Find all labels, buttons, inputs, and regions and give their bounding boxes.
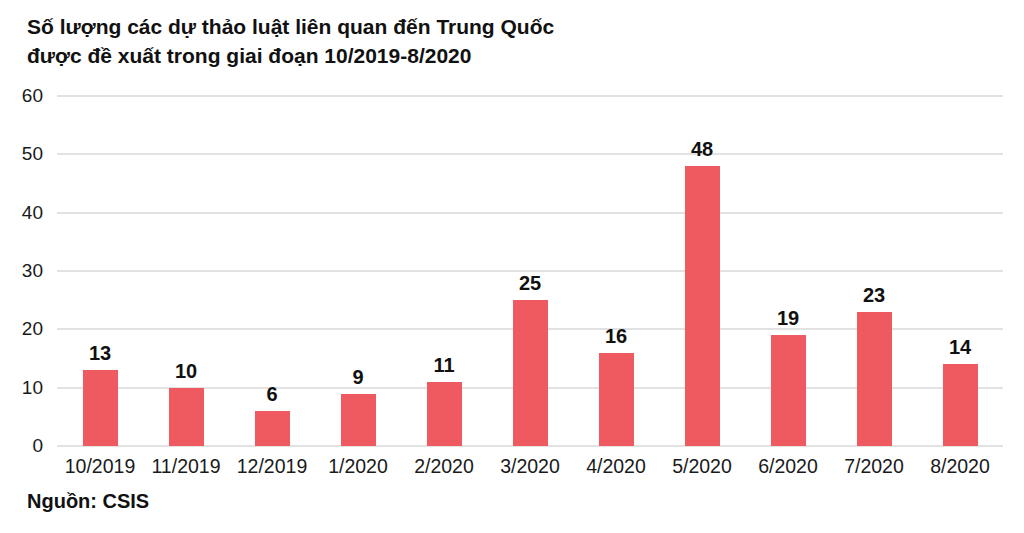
bar-column-10-2019: 1310/2019 — [57, 96, 143, 446]
bar-column-11-2019: 1011/2019 — [143, 96, 229, 446]
bar-value-label: 13 — [89, 342, 111, 365]
chart-title-line2: được đề xuất trong giai đoạn 10/2019-8/2… — [27, 41, 554, 70]
bar — [513, 300, 548, 446]
bar-column-8-2020: 148/2020 — [917, 96, 1003, 446]
bar — [83, 370, 118, 446]
bar — [169, 388, 204, 446]
bar-column-1-2020: 91/2020 — [315, 96, 401, 446]
bar-column-7-2020: 237/2020 — [831, 96, 917, 446]
bar-value-label: 25 — [519, 272, 541, 295]
bar-value-label: 16 — [605, 325, 627, 348]
bar — [599, 353, 634, 446]
bar-value-label: 19 — [777, 307, 799, 330]
bar-column-5-2020: 485/2020 — [659, 96, 745, 446]
x-axis-label: 5/2020 — [672, 455, 732, 478]
bar-value-label: 6 — [266, 383, 277, 406]
bar-column-4-2020: 164/2020 — [573, 96, 659, 446]
bar-column-6-2020: 196/2020 — [745, 96, 831, 446]
chart-title-line1: Số lượng các dự thảo luật liên quan đến … — [27, 12, 554, 41]
bar — [685, 166, 720, 446]
bar — [427, 382, 462, 446]
bar — [857, 312, 892, 446]
x-axis-label: 12/2019 — [237, 455, 308, 478]
x-axis-label: 10/2019 — [65, 455, 136, 478]
x-axis-label: 6/2020 — [758, 455, 818, 478]
bar-columns: 1310/20191011/2019612/201991/2020112/202… — [57, 96, 1003, 446]
x-axis-label: 11/2019 — [151, 455, 220, 478]
x-axis-label: 3/2020 — [500, 455, 560, 478]
x-axis-label: 8/2020 — [930, 455, 990, 478]
bar-column-12-2019: 612/2019 — [229, 96, 315, 446]
bar-column-2-2020: 112/2020 — [401, 96, 487, 446]
bar-value-label: 14 — [949, 336, 971, 359]
bar-value-label: 11 — [433, 354, 454, 377]
bar — [771, 335, 806, 446]
bar — [341, 394, 376, 447]
chart-page: Số lượng các dự thảo luật liên quan đến … — [0, 0, 1024, 533]
chart-title: Số lượng các dự thảo luật liên quan đến … — [27, 12, 554, 70]
bar-value-label: 23 — [863, 284, 885, 307]
bar-column-3-2020: 253/2020 — [487, 96, 573, 446]
bar — [255, 411, 290, 446]
x-axis-label: 7/2020 — [844, 455, 904, 478]
bar-value-label: 9 — [352, 366, 363, 389]
bar — [943, 364, 978, 446]
x-axis-label: 1/2020 — [328, 455, 388, 478]
bar-value-label: 10 — [175, 360, 197, 383]
source-attribution: Nguồn: CSIS — [27, 490, 149, 513]
x-axis-label: 4/2020 — [586, 455, 646, 478]
x-axis-label: 2/2020 — [414, 455, 474, 478]
bar-chart-plot-area: 01020304050601310/20191011/2019612/20199… — [57, 96, 1003, 446]
bar-value-label: 48 — [691, 138, 713, 161]
